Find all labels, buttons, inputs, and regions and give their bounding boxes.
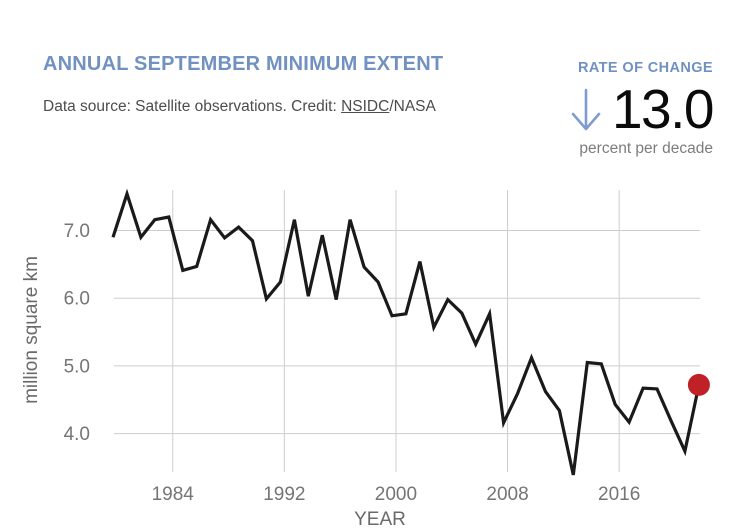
x-tick-label: 2008 [486, 484, 528, 505]
rate-unit: percent per decade [579, 140, 713, 157]
rate-of-change-panel: RATE OF CHANGE 13.0 percent per decade [570, 60, 715, 158]
data-source-line: Data source: Satellite observations. Cre… [43, 98, 436, 116]
nsidc-link[interactable]: NSIDC [341, 98, 390, 115]
rate-value: 13.0 [611, 78, 715, 140]
x-tick-label: 2000 [375, 484, 417, 505]
latest-year-marker [687, 373, 710, 396]
y-tick-label: 4.0 [64, 424, 90, 445]
credit-suffix: /NASA [389, 98, 436, 115]
down-arrow-icon [570, 87, 602, 133]
page-title: ANNUAL SEPTEMBER MINIMUM EXTENT [43, 53, 444, 75]
y-tick-label: 5.0 [64, 356, 90, 377]
extent-data-line [111, 188, 701, 476]
y-tick-label: 7.0 [64, 221, 90, 242]
y-axis-title: million square km [21, 256, 42, 404]
x-tick-label: 2016 [598, 484, 640, 505]
y-tick-label: 6.0 [64, 289, 90, 310]
x-axis-title: YEAR [354, 509, 406, 529]
rate-of-change-label: RATE OF CHANGE [577, 60, 713, 76]
x-tick-label: 1992 [263, 484, 305, 505]
x-tick-label: 1984 [152, 484, 195, 505]
data-source-text: Data source: Satellite observations. Cre… [43, 98, 342, 115]
